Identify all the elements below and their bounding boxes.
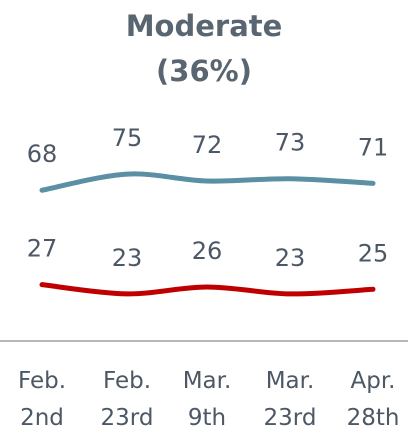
data-label: 73 [275, 129, 306, 157]
data-label: 23 [275, 244, 306, 272]
data-label: 27 [27, 235, 58, 263]
data-label: 26 [192, 237, 223, 265]
data-label: 71 [358, 133, 389, 161]
data-label: 75 [112, 124, 143, 152]
data-label: 72 [192, 131, 223, 159]
x-tick-label: Feb. 2nd [18, 368, 66, 431]
series-line [39, 171, 376, 193]
series-line [39, 282, 376, 297]
x-tick-label: Mar. 9th [183, 368, 232, 431]
chart-title: Moderate [126, 9, 283, 43]
chart-subtitle: (36%) [156, 54, 252, 88]
data-label: 25 [358, 239, 389, 267]
x-tick-label: Feb. 23rd [101, 368, 154, 431]
x-tick-label: Mar. 23rd [264, 368, 317, 431]
data-label: 23 [112, 244, 143, 272]
data-label: 68 [27, 140, 58, 168]
x-tick-label: Apr. 28th [347, 368, 400, 431]
